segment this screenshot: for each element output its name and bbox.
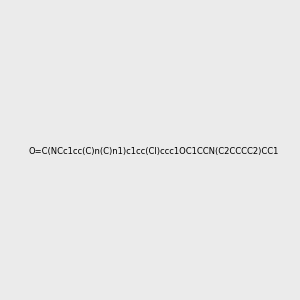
Text: O=C(NCc1cc(C)n(C)n1)c1cc(Cl)ccc1OC1CCN(C2CCCC2)CC1: O=C(NCc1cc(C)n(C)n1)c1cc(Cl)ccc1OC1CCN(C… — [28, 147, 279, 156]
